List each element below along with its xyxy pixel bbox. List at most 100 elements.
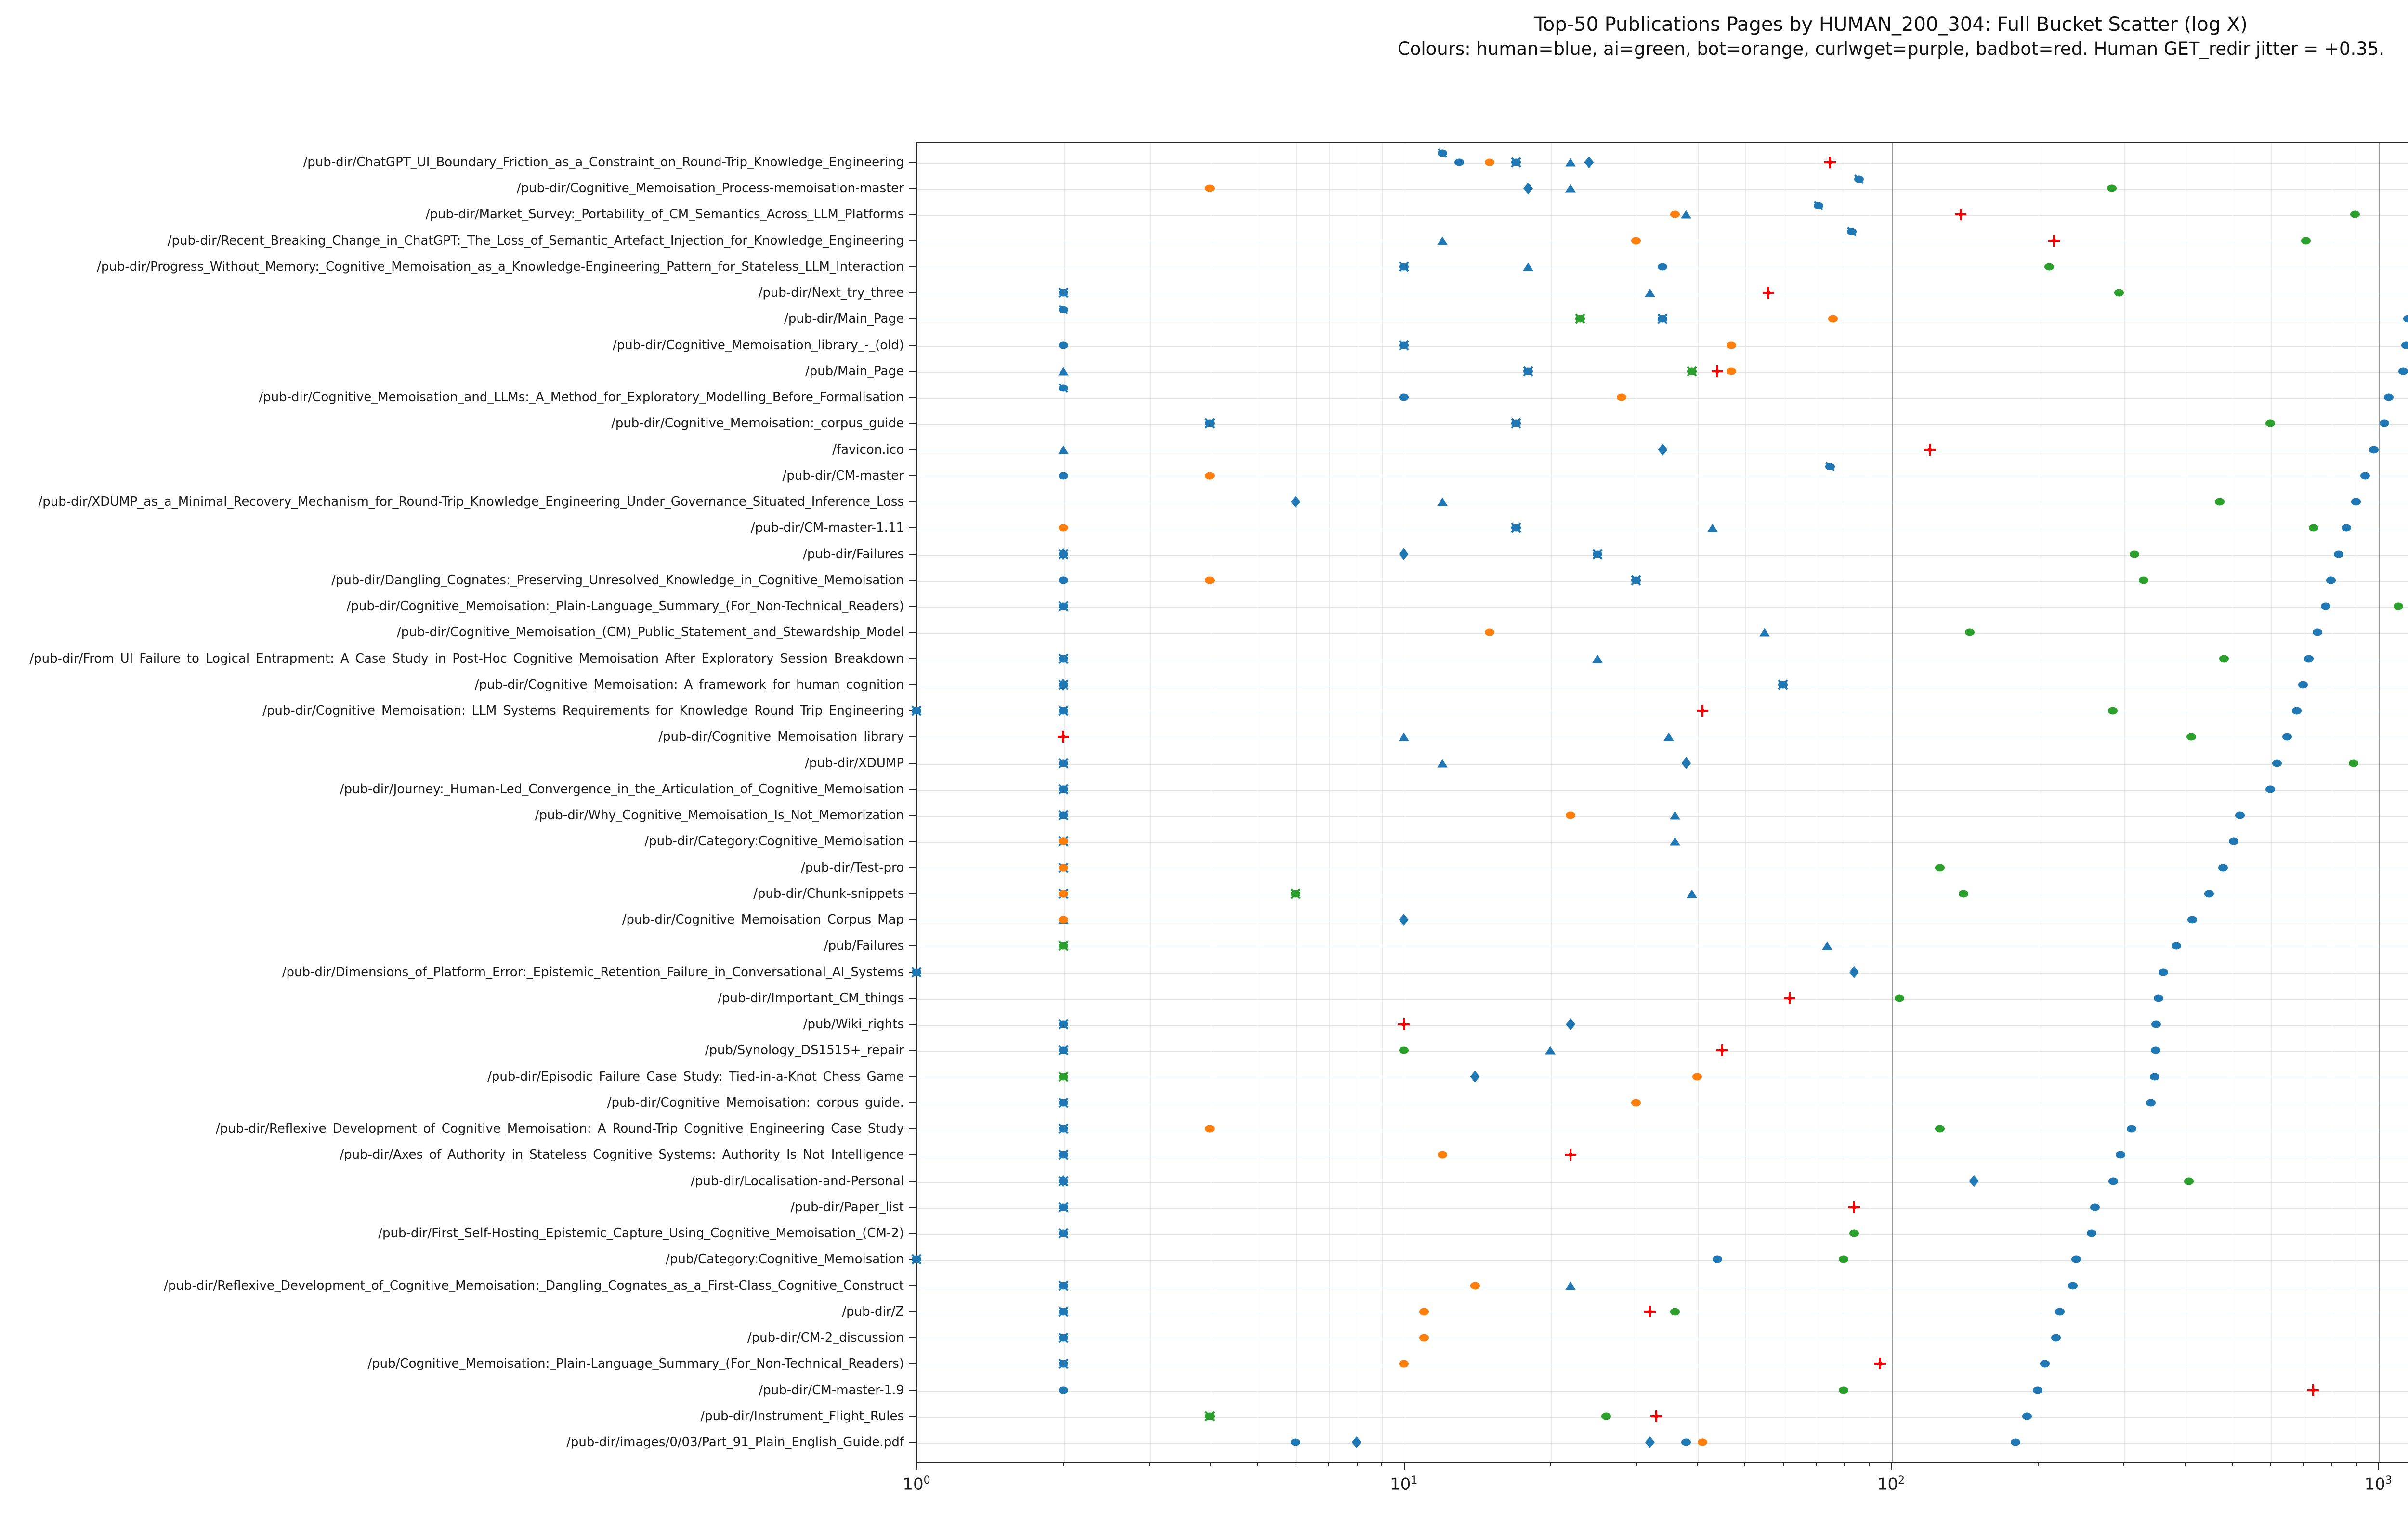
marker-shape [1437,1151,1447,1159]
y-axis-label: /pub-dir/Category:Cognitive_Memoisation [644,834,904,849]
x-minor-tick [2123,1462,2125,1466]
marker-shape [2380,419,2390,427]
y-axis-label: /pub/Category:Cognitive_Memoisation [666,1252,904,1267]
y-axis-label: /pub-dir/Episodic_Failure_Case_Study:_Ti… [487,1069,904,1084]
y-axis-label: /pub-dir/Cognitive_Memoisation_library_-… [613,338,904,352]
gridline-h [917,633,2408,634]
x-minor-tick [2331,1462,2332,1466]
marker-shape [2022,1412,2032,1420]
marker-shape [1669,837,1680,846]
gridline-v-minor [1551,143,1552,1462]
x-tick-label: 103 [2364,1474,2392,1494]
marker-shape [1399,1046,1409,1054]
marker-shape [2309,524,2319,532]
marker-shape [1828,315,1838,323]
overlay-bar [1767,287,1769,299]
gridline-h [917,790,2408,791]
marker-shape [1058,367,1069,376]
gridline-v [1892,143,1893,1462]
marker-shape [2298,681,2308,689]
overlay-bar [1879,1358,1881,1370]
marker-shape [1058,548,1068,560]
marker-shape [2107,184,2117,192]
marker-shape [1351,1436,1361,1448]
marker-shape [1565,1281,1576,1290]
marker-shape [1681,210,1692,219]
gridline-h [917,555,2408,556]
y-tick [909,1442,916,1443]
y-axis-label: /pub-dir/Paper_list [790,1200,904,1214]
y-axis-label: /pub-dir/CM-master [782,468,904,483]
marker-shape [1291,496,1301,508]
marker-shape [2158,968,2168,976]
marker-shape [2235,811,2245,819]
marker-shape [1726,341,1736,349]
gridline-v-minor [1150,143,1151,1462]
marker-shape [2146,1099,2156,1107]
marker-shape [1759,628,1770,637]
gridline-v [2379,143,2381,1462]
marker-shape [1592,654,1603,663]
marker-shape [1658,263,1668,271]
y-axis-label: /pub-dir/CM-master-1.11 [750,521,904,535]
marker-shape [1617,393,1627,401]
y-tick [909,1128,916,1130]
x-minor-tick [1744,1462,1745,1466]
gridline-v-minor [1745,143,1746,1462]
x-tick [1403,1462,1405,1470]
marker-shape [1058,341,1068,349]
overlay-bar [1928,443,1931,456]
gridline-h [917,189,2408,190]
marker-shape [1601,1412,1611,1420]
x-minor-tick [2038,1462,2039,1466]
marker-shape [1205,184,1215,192]
marker-shape [2219,655,2229,663]
y-axis-label: /pub-dir/Reflexive_Development_of_Cognit… [216,1122,904,1136]
marker-shape [2153,994,2163,1002]
x-minor-tick [1697,1462,1698,1466]
marker-shape [1437,497,1448,506]
y-tick [909,606,916,607]
y-tick [909,1363,916,1365]
gridline-h [917,346,2408,347]
y-axis-label: /pub-dir/XDUMP [805,756,904,770]
marker-shape [1545,1046,1556,1055]
x-minor-tick [1844,1462,1845,1466]
y-tick [909,1024,916,1025]
marker-shape [1822,941,1833,950]
marker-shape [1058,678,1068,691]
marker-shape [1566,1018,1576,1030]
gridline-h [917,215,2408,216]
x-minor-tick [1257,1462,1258,1466]
y-tick [909,344,916,346]
marker-shape [1707,523,1718,532]
marker-shape [2171,942,2181,950]
marker-shape [1454,158,1465,166]
y-axis-label: /pub-dir/Cognitive_Memoisation_Corpus_Ma… [622,913,904,927]
marker-shape [2114,289,2124,297]
marker-shape [2272,759,2282,767]
marker-shape [2150,1046,2160,1054]
y-tick [909,214,916,215]
overlay-bar [1402,1018,1405,1030]
marker-shape [1419,1308,1429,1316]
marker-shape [2218,864,2228,872]
y-axis-label: /pub-dir/Cognitive_Memoisation_library [658,730,904,744]
marker-shape [1437,759,1448,768]
gridline-h [917,1025,2408,1026]
overlay-bar [1853,1201,1855,1213]
y-tick [909,997,916,999]
marker-shape [1399,548,1409,560]
marker-shape [1523,262,1534,271]
y-axis-label: /pub-dir/Failures [803,547,904,561]
overlay-bar [2312,1384,2314,1396]
marker-shape [2360,472,2370,480]
marker-shape [1058,837,1068,845]
chart-title: Top-50 Publications Pages by HUMAN_200_3… [1534,13,2248,36]
marker-shape [1658,443,1668,456]
marker-shape [1205,1125,1215,1133]
marker-shape [1058,445,1069,454]
overlay-bar [1062,731,1064,743]
y-tick [909,188,916,189]
marker-shape [2291,707,2302,715]
